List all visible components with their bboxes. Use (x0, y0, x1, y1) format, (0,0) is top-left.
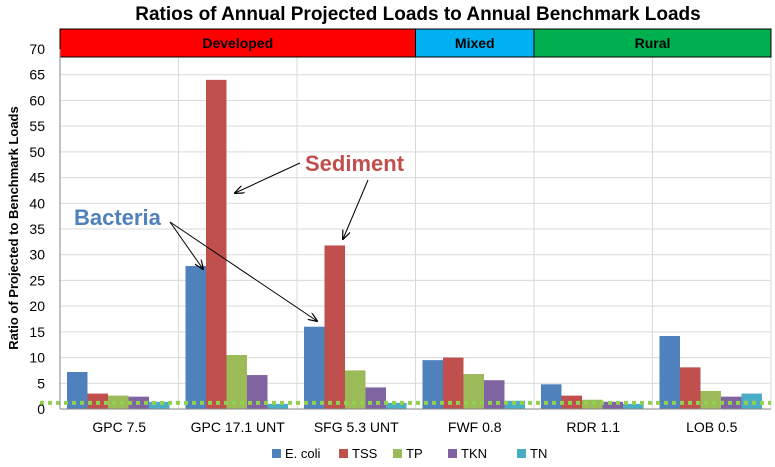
bar-tkn-3 (484, 380, 505, 409)
bar-tp-5 (700, 391, 721, 409)
y-tick-label: 45 (29, 170, 45, 186)
y-tick-label: 35 (29, 221, 45, 237)
legend-swatch (448, 449, 457, 458)
y-tick-label: 20 (29, 298, 45, 314)
bar-tss-3 (443, 357, 464, 409)
bar-e-coli-4 (541, 384, 562, 409)
annotations: Sediment Bacteria (74, 151, 405, 321)
y-tick-label: 30 (29, 247, 45, 263)
legend-label: E. coli (285, 446, 321, 461)
sediment-arrow-2 (343, 179, 369, 239)
bar-e-coli-1 (185, 266, 206, 409)
annotation-bacteria: Bacteria (74, 205, 162, 230)
bar-tss-5 (680, 367, 701, 409)
region-label: Developed (202, 35, 273, 51)
bar-e-coli-3 (422, 360, 443, 409)
sediment-arrow-1 (235, 162, 301, 193)
bar-tp-3 (463, 374, 484, 409)
annotation-sediment: Sediment (305, 151, 405, 176)
y-axis-label: Ratio of Projected to Benchmark Loads (6, 106, 21, 349)
bar-tn-3 (504, 400, 525, 409)
y-tick-label: 60 (29, 92, 45, 108)
y-tick-label: 40 (29, 195, 45, 211)
legend-swatch (517, 449, 526, 458)
y-tick-label: 70 (29, 41, 45, 57)
legend: E. coli TSS TP TKN TN (272, 446, 547, 461)
y-tick-label: 55 (29, 118, 45, 134)
bar-tp-1 (226, 355, 247, 409)
bar-tkn-1 (247, 375, 268, 409)
axes (59, 49, 771, 410)
bar-tn-2 (386, 402, 407, 409)
bar-tn-4 (623, 403, 644, 409)
y-tick-label: 50 (29, 144, 45, 160)
y-tick-label: 0 (37, 401, 45, 417)
bar-e-coli-0 (67, 371, 88, 409)
bar-tn-5 (741, 393, 762, 409)
region-label: Rural (635, 35, 671, 51)
y-tick-label: 15 (29, 324, 45, 340)
bar-tp-0 (108, 395, 129, 409)
legend-swatch (393, 449, 402, 458)
bar-tp-2 (345, 370, 366, 409)
x-tick-labels: GPC 7.5 GPC 17.1 UNT SFG 5.3 UNT FWF 0.8 RDR… (92, 419, 737, 435)
bars (67, 79, 762, 409)
y-tick-label: 25 (29, 272, 45, 288)
chart-title: Ratios of Annual Projected Loads to Annu… (135, 4, 701, 25)
x-tick-label: GPC 7.5 (92, 419, 146, 435)
bar-tn-0 (149, 401, 170, 409)
bacteria-arrow-1 (169, 221, 203, 269)
bar-e-coli-2 (304, 326, 325, 409)
bar-tss-2 (324, 245, 345, 409)
bar-tn-1 (267, 403, 288, 409)
bacteria-arrow-2 (169, 221, 317, 321)
legend-label: TSS (352, 446, 378, 461)
legend-swatch (339, 449, 348, 458)
bar-tss-1 (206, 79, 227, 409)
x-tick-label: GPC 17.1 UNT (191, 419, 286, 435)
legend-swatch (272, 449, 281, 458)
y-tick-label: 10 (29, 350, 45, 366)
region-label: Mixed (455, 35, 495, 51)
legend-label: TP (406, 446, 423, 461)
x-tick-label: RDR 1.1 (566, 419, 620, 435)
x-tick-label: SFG 5.3 UNT (314, 419, 399, 435)
x-tick-label: LOB 0.5 (686, 419, 738, 435)
region-band-rural (533, 28, 772, 58)
legend-label: TKN (461, 446, 487, 461)
y-tick-labels: 0 5 10 15 20 25 30 35 40 45 50 55 60 65 70 (29, 41, 45, 417)
bar-tkn-4 (602, 401, 623, 409)
y-tick-label: 5 (37, 375, 45, 391)
legend-label: TN (530, 446, 547, 461)
x-tick-label: FWF 0.8 (448, 419, 502, 435)
y-tick-label: 65 (29, 67, 45, 83)
region-bands: Developed Mixed Rural (59, 28, 772, 58)
bar-tkn-2 (365, 387, 386, 409)
bar-e-coli-5 (659, 335, 680, 409)
